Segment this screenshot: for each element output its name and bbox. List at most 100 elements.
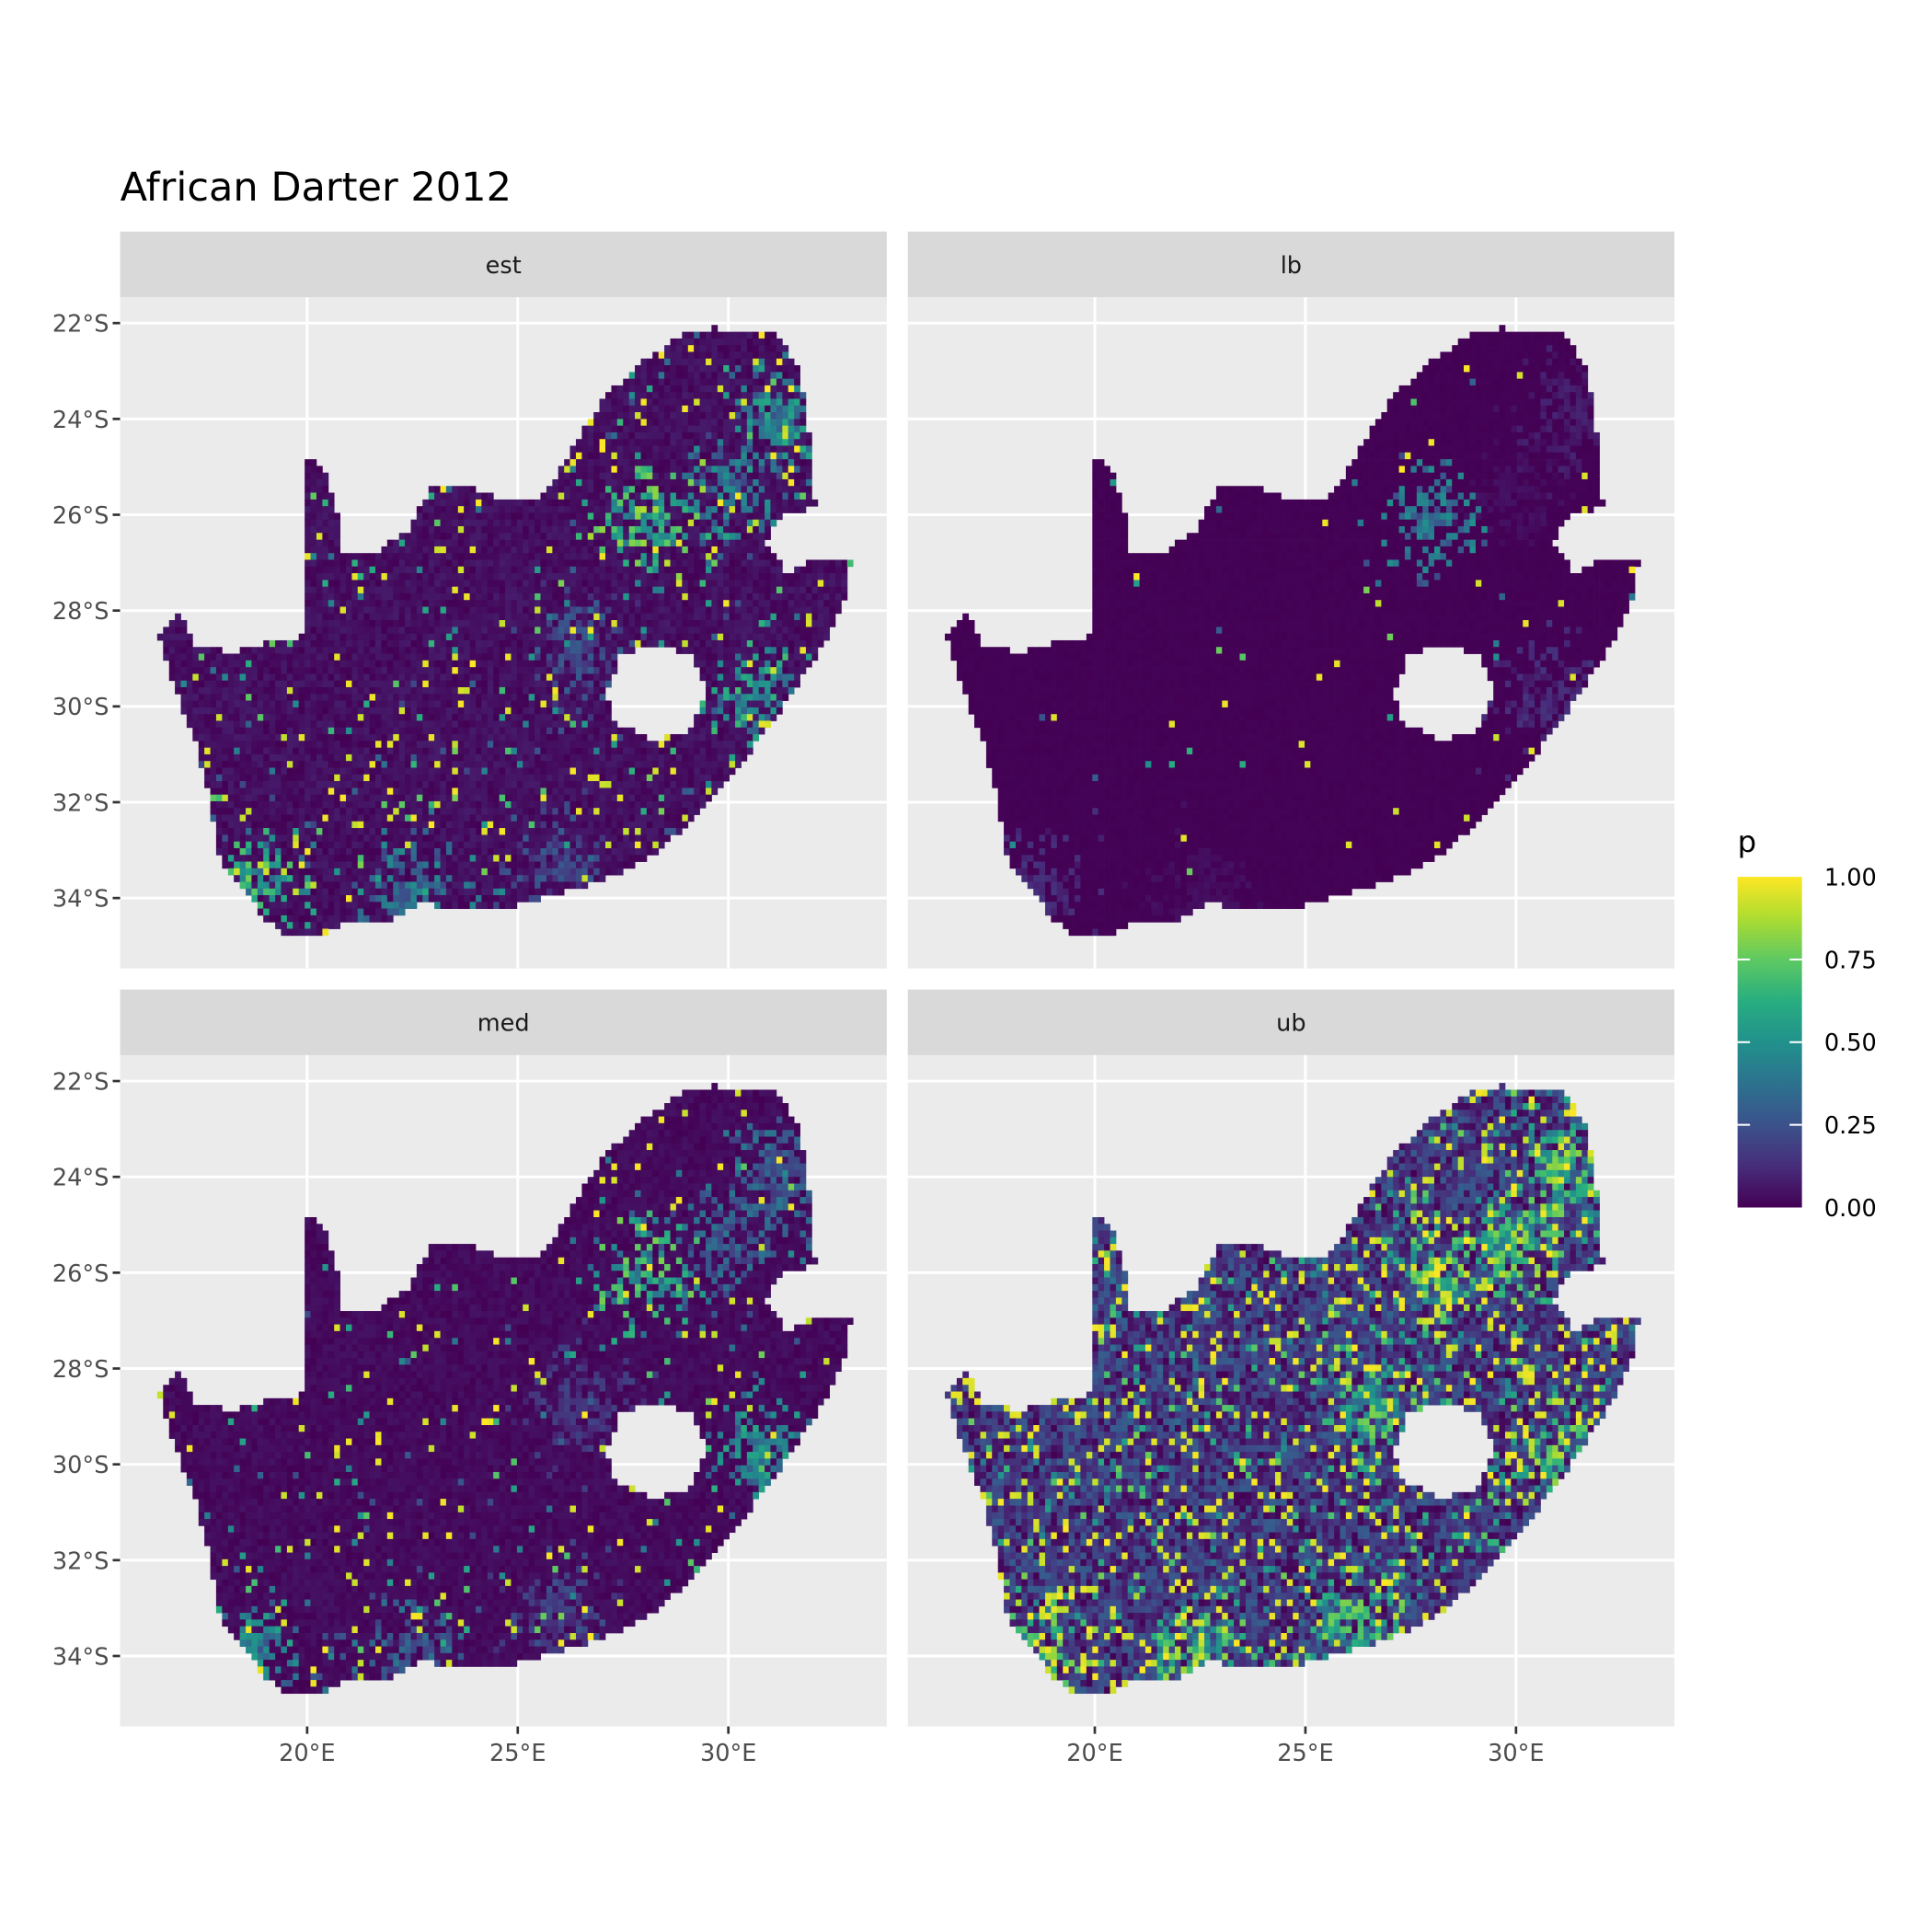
raster-cell <box>222 720 229 729</box>
raster-cell <box>652 392 660 399</box>
raster-cell <box>263 667 270 674</box>
raster-cell <box>564 627 570 635</box>
raster-cell <box>381 673 388 682</box>
raster-cell <box>753 419 760 427</box>
raster-cell <box>452 660 459 668</box>
raster-cell <box>587 788 594 796</box>
raster-cell <box>569 525 577 534</box>
raster-cell <box>765 580 771 588</box>
raster-cell <box>694 419 700 427</box>
raster-cell <box>735 747 742 755</box>
raster-cell <box>628 445 636 454</box>
raster-cell <box>469 734 477 742</box>
raster-cell <box>735 573 742 581</box>
raster-cell <box>192 727 200 735</box>
raster-cell <box>699 781 707 788</box>
raster-cell <box>558 486 565 493</box>
raster-cell <box>499 627 506 635</box>
raster-cell <box>535 592 541 601</box>
raster-cell <box>345 774 352 782</box>
raster-cell <box>623 546 630 554</box>
raster-cell <box>363 800 371 809</box>
raster-cell <box>687 774 695 782</box>
raster-cell <box>587 553 594 560</box>
raster-cell <box>416 694 423 701</box>
raster-cell <box>505 525 512 534</box>
raster-cell <box>528 667 535 674</box>
raster-cell <box>593 566 601 574</box>
raster-cell <box>293 639 300 648</box>
raster-cell <box>711 673 719 682</box>
raster-cell <box>528 720 535 729</box>
raster-cell <box>186 647 193 654</box>
raster-cell <box>334 741 341 748</box>
raster-cell <box>834 559 842 568</box>
raster-cell <box>711 647 719 654</box>
raster-cell <box>723 727 730 735</box>
raster-cell <box>528 788 535 796</box>
raster-cell <box>263 707 270 715</box>
raster-cell <box>593 686 601 695</box>
raster-cell <box>523 573 530 581</box>
raster-cell <box>535 741 541 748</box>
raster-cell <box>699 519 707 527</box>
raster-cell <box>422 620 430 627</box>
raster-cell <box>605 519 612 527</box>
raster-cell <box>464 525 470 534</box>
raster-cell <box>345 788 352 796</box>
raster-cell <box>682 398 689 407</box>
raster-cell <box>640 613 648 621</box>
raster-cell <box>281 727 288 735</box>
raster-cell <box>452 781 459 788</box>
raster-cell <box>765 592 771 601</box>
raster-cell <box>476 573 482 581</box>
raster-cell <box>746 519 753 527</box>
raster-cell <box>422 653 430 661</box>
raster-cell <box>646 533 653 540</box>
raster-cell <box>640 774 648 782</box>
raster-cell <box>682 633 689 641</box>
raster-cell <box>310 673 317 682</box>
raster-cell <box>410 707 418 715</box>
raster-cell <box>711 378 719 386</box>
raster-cell <box>369 727 376 735</box>
raster-cell <box>422 606 430 615</box>
raster-cell <box>464 647 470 654</box>
raster-cell <box>564 800 570 809</box>
raster-cell <box>758 700 765 708</box>
raster-cell <box>293 647 300 654</box>
raster-cell <box>434 781 441 788</box>
raster-cell <box>569 445 577 454</box>
raster-cell <box>540 566 547 574</box>
raster-cell <box>334 727 341 735</box>
raster-cell <box>658 486 665 493</box>
raster-cell <box>476 707 482 715</box>
raster-cell <box>770 700 777 708</box>
raster-cell <box>428 580 435 588</box>
raster-cell <box>675 445 683 454</box>
raster-cell <box>305 580 311 588</box>
raster-cell <box>293 767 300 776</box>
raster-cell <box>546 580 553 588</box>
raster-cell <box>222 686 229 695</box>
raster-cell <box>623 592 630 601</box>
raster-cell <box>799 667 807 674</box>
raster-cell <box>316 512 323 521</box>
raster-cell <box>440 747 447 755</box>
raster-cell <box>363 680 371 688</box>
raster-cell <box>310 707 317 715</box>
raster-cell <box>711 553 719 560</box>
raster-cell <box>345 553 352 560</box>
raster-cell <box>640 452 648 460</box>
raster-cell <box>422 660 430 668</box>
raster-cell <box>753 673 760 682</box>
raster-cell <box>481 573 489 581</box>
raster-cell <box>770 478 777 487</box>
raster-cell <box>635 586 641 594</box>
raster-cell <box>381 586 388 594</box>
raster-cell <box>758 378 765 386</box>
raster-cell <box>334 700 341 708</box>
raster-cell <box>398 808 406 815</box>
raster-cell <box>682 378 689 386</box>
raster-cell <box>687 539 695 547</box>
